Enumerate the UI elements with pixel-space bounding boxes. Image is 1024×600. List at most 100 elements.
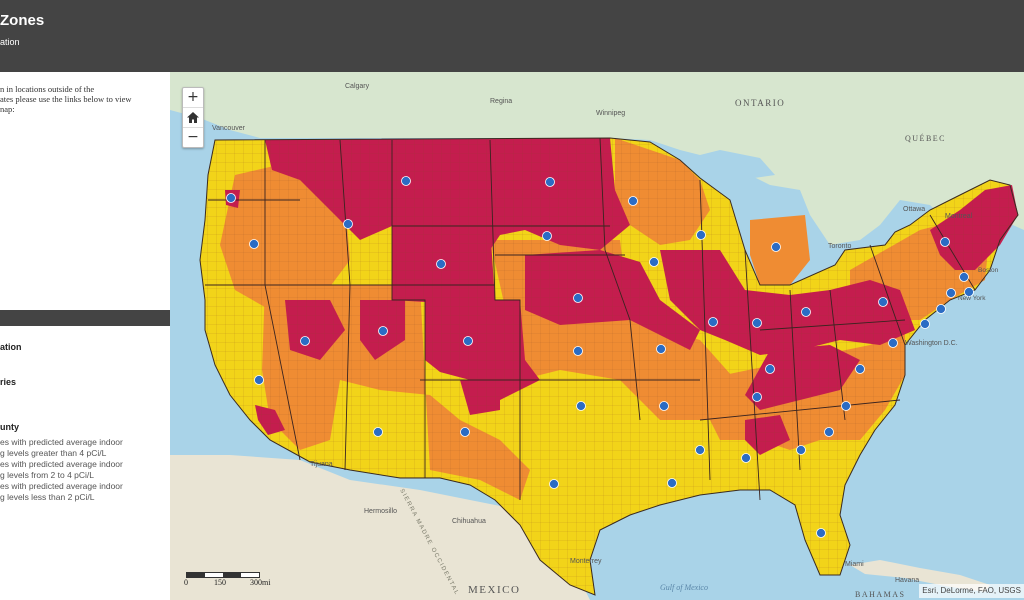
intro-line: nap: [0, 104, 15, 114]
map-attribution: Esri, DeLorme, FAO, USGS [919, 584, 1024, 598]
info-marker-icon[interactable] [796, 445, 806, 455]
info-marker-icon[interactable] [576, 401, 586, 411]
legend-line: es with predicted average indoor [0, 459, 123, 469]
info-marker-icon[interactable] [463, 336, 473, 346]
county-grid [199, 137, 1019, 596]
info-marker-icon[interactable] [573, 346, 583, 356]
legend-heading-county: unty [0, 422, 19, 432]
info-marker-icon[interactable] [752, 392, 762, 402]
zoom-in-button[interactable]: + [183, 88, 203, 108]
info-marker-icon[interactable] [549, 479, 559, 489]
label-mexico: MEXICO [468, 584, 520, 596]
legend-line: es with predicted average indoor [0, 437, 123, 447]
side-panel: n in locations outside of the ates pleas… [0, 72, 170, 600]
label-havana: Havana [895, 577, 919, 584]
legend-line: g levels greater than 4 pCi/L [0, 448, 107, 458]
info-marker-icon[interactable] [824, 427, 834, 437]
scale-label-end: 300mi [250, 578, 271, 587]
info-marker-icon[interactable] [959, 272, 969, 282]
info-marker-icon[interactable] [667, 478, 677, 488]
label-hermosillo: Hermosillo [364, 508, 397, 515]
info-marker-icon[interactable] [920, 319, 930, 329]
scale-label-zero: 0 [184, 578, 188, 587]
legend-heading-location: ation [0, 342, 22, 352]
home-icon [187, 112, 199, 123]
info-marker-icon[interactable] [378, 326, 388, 336]
label-winnipeg: Winnipeg [596, 110, 625, 117]
map-view[interactable]: ONTARIO QUÉBEC MEXICO BAHAMAS Gulf of Me… [170, 72, 1024, 600]
legend-descriptions: es with predicted average indoor g level… [0, 437, 123, 503]
label-ontario: ONTARIO [735, 98, 785, 108]
info-marker-icon[interactable] [343, 219, 353, 229]
label-new-york: New York [958, 295, 986, 302]
info-marker-icon[interactable] [695, 445, 705, 455]
zoom-out-button[interactable]: − [187, 129, 199, 145]
lake-superior [680, 150, 775, 180]
info-marker-icon[interactable] [765, 364, 775, 374]
info-marker-icon[interactable] [888, 338, 898, 348]
info-marker-icon[interactable] [649, 257, 659, 267]
info-marker-icon[interactable] [659, 401, 669, 411]
info-marker-icon[interactable] [946, 288, 956, 298]
info-marker-icon[interactable] [936, 304, 946, 314]
label-vancouver: Vancouver [212, 125, 246, 132]
label-calgary: Calgary [345, 83, 370, 90]
legend-line: g levels from 2 to 4 pCi/L [0, 470, 95, 480]
app-subtitle: ation [0, 37, 20, 47]
info-marker-icon[interactable] [816, 528, 826, 538]
info-marker-icon[interactable] [855, 364, 865, 374]
home-button[interactable] [183, 108, 203, 128]
zoom-controls: + − [182, 87, 204, 148]
info-marker-icon[interactable] [401, 176, 411, 186]
info-marker-icon[interactable] [741, 453, 751, 463]
label-miami: Miami [845, 561, 864, 568]
info-marker-icon[interactable] [300, 336, 310, 346]
legend-header-bar [0, 310, 170, 326]
info-marker-icon[interactable] [373, 427, 383, 437]
mexico-land [170, 455, 590, 600]
info-marker-icon[interactable] [254, 375, 264, 385]
info-marker-icon[interactable] [841, 401, 851, 411]
info-marker-icon[interactable] [708, 317, 718, 327]
info-marker-icon[interactable] [226, 193, 236, 203]
label-bahamas: BAHAMAS [855, 590, 906, 599]
canada-land [170, 72, 1024, 245]
info-marker-icon[interactable] [628, 196, 638, 206]
info-marker-icon[interactable] [752, 318, 762, 328]
info-marker-icon[interactable] [801, 307, 811, 317]
scale-label-mid: 150 [214, 578, 226, 587]
legend-line: g levels less than 2 pCi/L [0, 492, 95, 502]
label-ottawa: Ottawa [903, 206, 925, 213]
app-title: Zones [0, 12, 45, 29]
label-montreal: Montreal [945, 213, 973, 220]
info-marker-icon[interactable] [940, 237, 950, 247]
state-info-markers [226, 176, 974, 538]
state-boundaries [205, 137, 976, 501]
label-monterrey: Monterrey [570, 558, 602, 565]
info-marker-icon[interactable] [771, 242, 781, 252]
info-marker-icon[interactable] [460, 427, 470, 437]
intro-line: n in locations outside of the [0, 84, 95, 94]
scale-bar-graphic [186, 572, 260, 578]
label-chihuahua: Chihuahua [452, 518, 486, 525]
label-tijuana: Tijuana [310, 461, 333, 468]
info-marker-icon[interactable] [249, 239, 259, 249]
label-regina: Regina [490, 98, 512, 105]
info-marker-icon[interactable] [545, 177, 555, 187]
intro-text: n in locations outside of the ates pleas… [0, 84, 168, 114]
legend-heading-boundaries: ries [0, 377, 17, 387]
info-marker-icon[interactable] [656, 344, 666, 354]
zone-2-michigan [750, 215, 810, 285]
info-marker-icon[interactable] [964, 287, 974, 297]
app-header: Zones ation [0, 0, 1024, 72]
label-toronto: Toronto [828, 243, 851, 250]
legend-line: es with predicted average indoor [0, 481, 123, 491]
info-marker-icon[interactable] [542, 231, 552, 241]
info-marker-icon[interactable] [696, 230, 706, 240]
label-gulf-of-mexico: Gulf of Mexico [660, 583, 708, 592]
info-marker-icon[interactable] [878, 297, 888, 307]
label-washington: Washington D.C. [905, 340, 958, 347]
intro-line: ates please use the links below to view [0, 94, 132, 104]
info-marker-icon[interactable] [573, 293, 583, 303]
info-marker-icon[interactable] [436, 259, 446, 269]
